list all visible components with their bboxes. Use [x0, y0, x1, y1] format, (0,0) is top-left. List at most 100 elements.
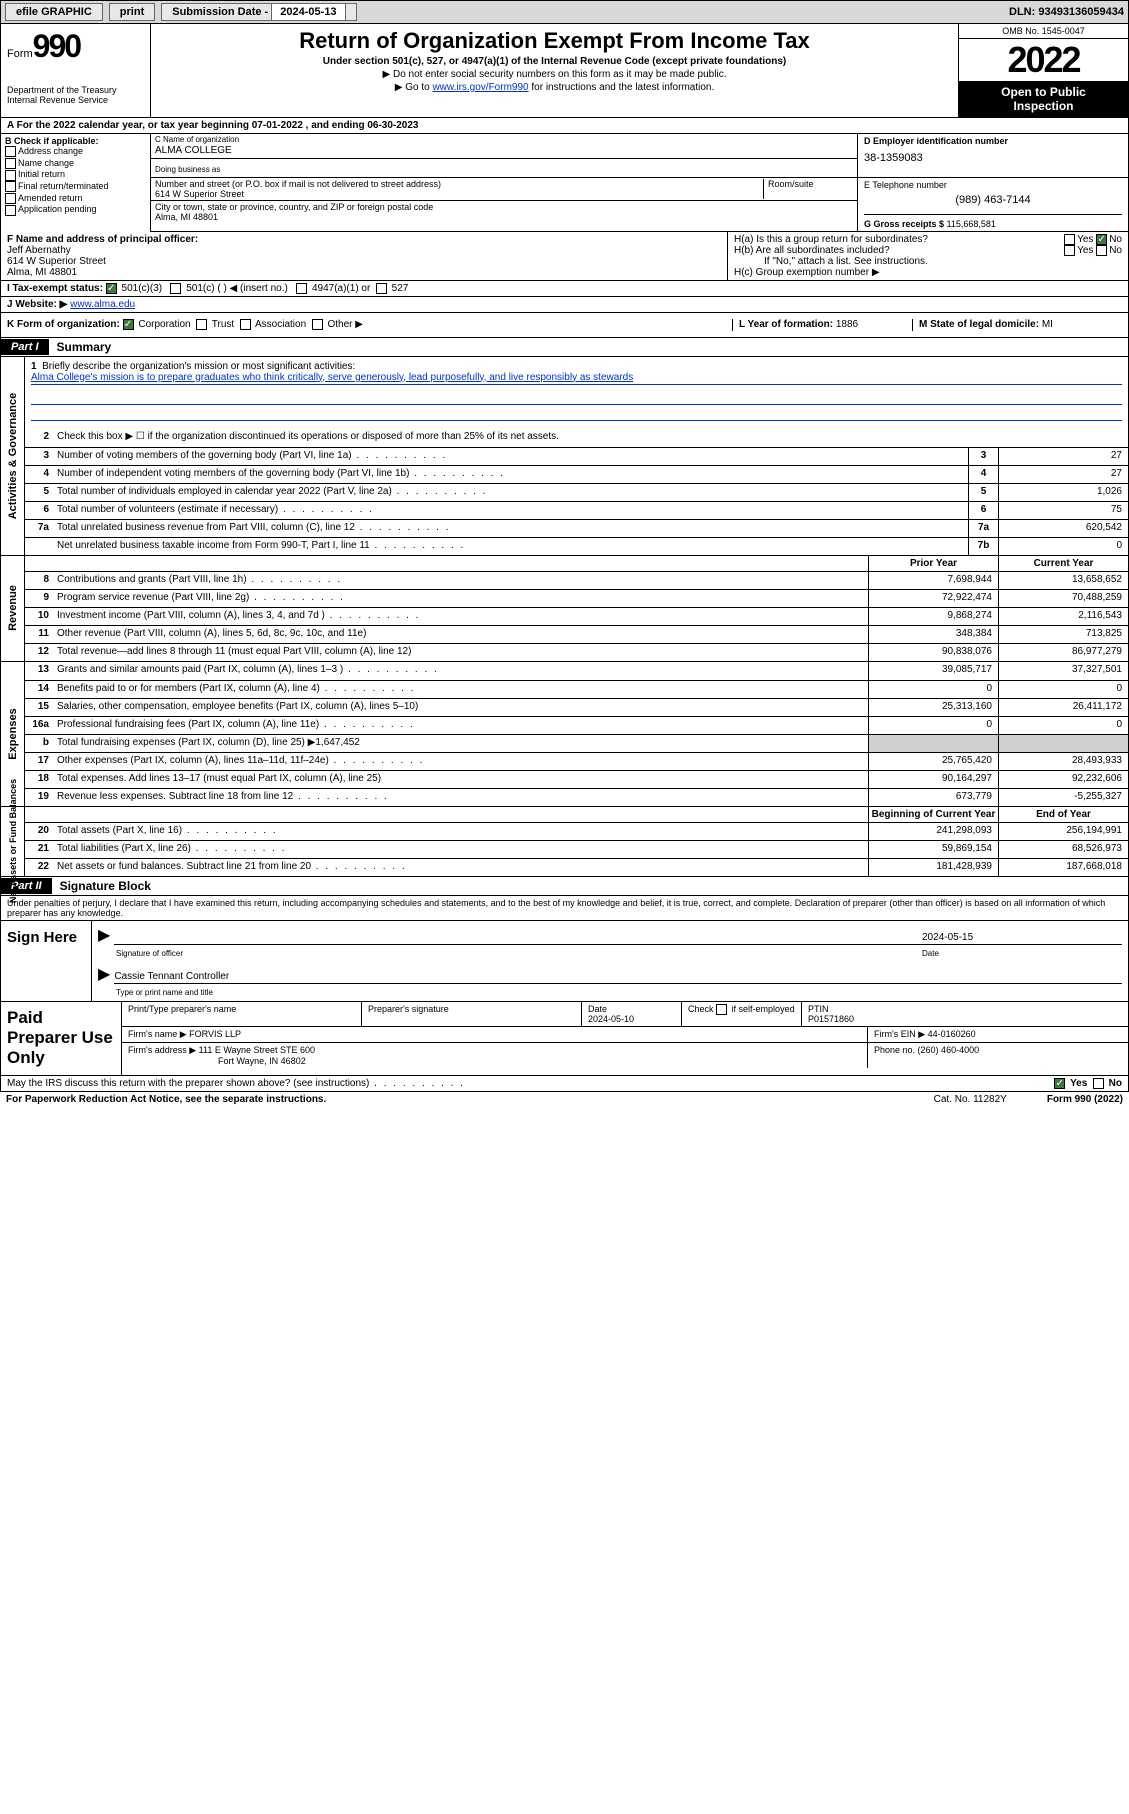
chk-trust[interactable] [196, 319, 207, 330]
chk-self-employed[interactable] [716, 1004, 727, 1015]
arrow-icon-2: ▶ [98, 964, 110, 984]
line11-desc: Other revenue (Part VIII, column (A), li… [53, 626, 868, 643]
chk-527[interactable] [376, 283, 387, 294]
line17-p: 25,765,420 [868, 753, 998, 770]
firm-addr1: 111 E Wayne Street STE 600 [199, 1045, 315, 1055]
line16b-p [868, 735, 998, 752]
part1-title: Summary [49, 338, 120, 356]
line8-desc: Contributions and grants (Part VIII, lin… [53, 572, 868, 589]
chk-other[interactable] [312, 319, 323, 330]
b-column: B Check if applicable: Address change Na… [1, 134, 151, 232]
phone-value: (989) 463-7144 [864, 194, 1122, 206]
dba-value [151, 175, 857, 177]
a-text-a: A For the 2022 calendar year, or tax yea… [7, 120, 252, 131]
prep-sig-hdr: Preparer's signature [362, 1002, 582, 1026]
discuss-row: May the IRS discuss this return with the… [0, 1076, 1129, 1092]
officer-name-print: Cassie Tennant Controller [114, 971, 1122, 984]
block-bc: B Check if applicable: Address change Na… [0, 134, 1129, 232]
vtab-gov: Activities & Governance [7, 392, 19, 519]
chk-501c3[interactable] [106, 283, 117, 294]
chk-assoc[interactable] [240, 319, 251, 330]
form-prefix: Form [7, 48, 33, 60]
chk-address-change[interactable] [5, 146, 16, 157]
submission-date: 2024-05-13 [271, 3, 345, 21]
inst2-b: for instructions and the latest informat… [529, 82, 715, 93]
e-label: E Telephone number [864, 180, 1122, 190]
efile-label: efile GRAPHIC [5, 3, 103, 21]
website-link[interactable]: www.alma.edu [70, 299, 135, 310]
year-formation: 1886 [836, 319, 858, 330]
line15-p: 25,313,160 [868, 699, 998, 716]
part2-header: Part II Signature Block [0, 877, 1129, 896]
chk-name-change[interactable] [5, 158, 16, 169]
cat-no: Cat. No. 11282Y [934, 1094, 1007, 1105]
chk-application[interactable] [5, 205, 16, 216]
k-corp: Corporation [138, 320, 190, 331]
line16b-c [998, 735, 1128, 752]
i-opt3: 4947(a)(1) or [312, 283, 370, 294]
k-assoc: Association [255, 320, 306, 331]
firm-addr2: Fort Wayne, IN 46802 [128, 1056, 306, 1066]
mission-num: 1 [31, 361, 37, 372]
officer-signature[interactable] [114, 943, 922, 945]
c-name-label: C Name of organization [151, 134, 857, 145]
chk-501c[interactable] [170, 283, 181, 294]
mission-text: Alma College's mission is to prepare gra… [31, 372, 1122, 385]
sign-here-label: Sign Here [1, 921, 91, 1001]
discuss-yes[interactable] [1054, 1078, 1065, 1089]
chk-amended[interactable] [5, 193, 16, 204]
ha-no[interactable] [1096, 234, 1107, 245]
f-label: F Name and address of principal officer: [7, 234, 198, 245]
line20-c: 256,194,991 [998, 823, 1128, 840]
line13-c: 37,327,501 [998, 662, 1128, 680]
a-text-b: , and ending [303, 120, 367, 131]
addr-value: 614 W Superior Street [155, 189, 763, 199]
line9-c: 70,488,259 [998, 590, 1128, 607]
chk-initial[interactable] [5, 170, 16, 181]
line7a-val: 620,542 [998, 520, 1128, 537]
discuss-no[interactable] [1093, 1078, 1104, 1089]
a-begin: 07-01-2022 [252, 120, 303, 131]
city-label: City or town, state or province, country… [155, 202, 853, 212]
addr-label: Number and street (or P.O. box if mail i… [155, 179, 763, 189]
open-public: Open to Public Inspection [959, 81, 1128, 117]
opt-address: Address change [18, 146, 83, 156]
ptin-value: P01571860 [808, 1014, 854, 1024]
ha-yes[interactable] [1064, 234, 1075, 245]
chk-corp[interactable] [123, 319, 134, 330]
line21-c: 68,526,973 [998, 841, 1128, 858]
line13-p: 39,085,717 [868, 662, 998, 680]
mission-blank2 [31, 409, 1122, 421]
line10-c: 2,116,543 [998, 608, 1128, 625]
form990-link[interactable]: www.irs.gov/Form990 [432, 82, 528, 93]
line22-desc: Net assets or fund balances. Subtract li… [53, 859, 868, 876]
officer-city: Alma, MI 48801 [7, 267, 77, 278]
part2-title: Signature Block [52, 877, 159, 895]
no-lbl: No [1109, 1078, 1122, 1089]
paid-preparer-label: Paid Preparer Use Only [1, 1002, 121, 1075]
line22-p: 181,428,939 [868, 859, 998, 876]
k-label: K Form of organization: [7, 320, 120, 331]
m-label: M State of legal domicile: [919, 319, 1042, 330]
line18-desc: Total expenses. Add lines 13–17 (must eq… [53, 771, 868, 788]
form-header: Form990 Department of the Treasury Inter… [0, 24, 1129, 118]
i-opt1: 501(c)(3) [122, 283, 163, 294]
chk-4947[interactable] [296, 283, 307, 294]
line16a-p: 0 [868, 717, 998, 734]
hdr-prior: Prior Year [868, 556, 998, 571]
hb-no[interactable] [1096, 245, 1107, 256]
line17-desc: Other expenses (Part IX, column (A), lin… [53, 753, 868, 770]
b-label: B Check if applicable: [5, 136, 99, 146]
line2-desc: Check this box ▶ ☐ if the organization d… [53, 429, 1128, 447]
dba-label: Doing business as [151, 158, 857, 175]
open-2: Inspection [961, 99, 1126, 113]
chk-final[interactable] [5, 181, 16, 192]
city-value: Alma, MI 48801 [155, 212, 853, 222]
hb-yes[interactable] [1064, 245, 1075, 256]
irs-label: Internal Revenue Service [7, 95, 144, 105]
print-button[interactable]: print [109, 3, 155, 21]
signature-block: Under penalties of perjury, I declare th… [0, 896, 1129, 1002]
line12-c: 86,977,279 [998, 644, 1128, 661]
prep-name-hdr: Print/Type preparer's name [122, 1002, 362, 1026]
k-other: Other ▶ [327, 320, 362, 331]
